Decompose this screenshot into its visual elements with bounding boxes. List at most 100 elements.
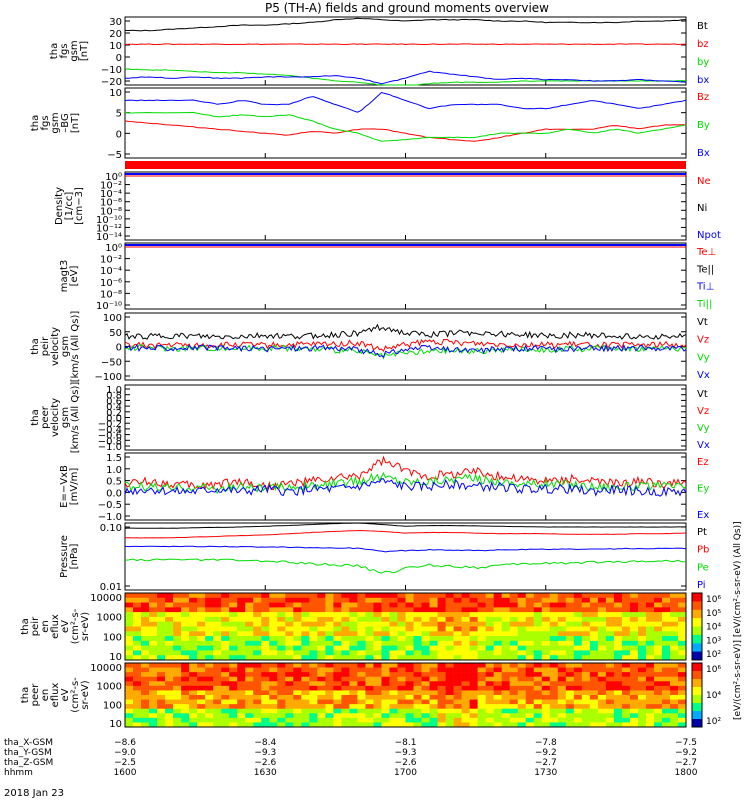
heatmap-cell (661, 699, 671, 705)
heatmap-cell (661, 607, 671, 613)
heatmap-cell (237, 681, 246, 687)
heatmap-cell (389, 602, 398, 608)
heatmap-cell (629, 650, 639, 656)
heatmap-cell (229, 717, 238, 723)
heatmap-cell (629, 612, 639, 618)
heatmap-cell (485, 663, 494, 668)
heatmap-cell (469, 704, 478, 710)
heatmap-cell (141, 655, 150, 661)
heatmap-cell (221, 626, 230, 632)
heatmap-cell (365, 663, 374, 668)
heatmap-cell (261, 650, 270, 656)
heatmap-cell (221, 650, 230, 656)
heatmap-cell (261, 672, 270, 678)
colorbar-swatch (692, 643, 702, 653)
heatmap-cell (269, 667, 278, 673)
heatmap-cell (229, 626, 238, 632)
heatmap-cell (181, 708, 190, 714)
heatmap-cell (645, 685, 655, 691)
heatmap-cell (309, 695, 318, 700)
heatmap-cell (661, 690, 671, 696)
heatmap-cell (669, 704, 679, 710)
heatmap-cell (501, 631, 510, 637)
heatmap-cell (629, 607, 639, 613)
heatmap-cell (237, 645, 246, 651)
heatmap-cell (469, 640, 478, 646)
heatmap-cell (637, 717, 647, 723)
heatmap-cell (581, 607, 591, 613)
heatmap-cell (205, 722, 214, 728)
heatmap-cell (669, 655, 679, 661)
heatmap-cell (589, 667, 599, 673)
heatmap-cell (261, 645, 270, 651)
ylabel-line: [1/cc] (64, 192, 75, 221)
heatmap-cell (565, 695, 575, 700)
heatmap-cell (181, 616, 190, 623)
heatmap-cell (581, 663, 591, 668)
heatmap-cell (677, 713, 687, 719)
heatmap-cell (677, 695, 687, 700)
heatmap-cell (269, 713, 278, 719)
heatmap-cell (269, 612, 278, 618)
heatmap-cell (469, 631, 478, 637)
ytick-label: 1000 (97, 682, 122, 693)
heatmap-cell (309, 621, 318, 627)
heatmap-cell (325, 690, 334, 696)
heatmap-cell (301, 607, 310, 613)
heatmap-cell (189, 636, 198, 642)
heatmap-cell (517, 717, 527, 723)
heatmap-cell (677, 717, 687, 723)
heatmap-cell (373, 681, 382, 687)
heatmap-cell (381, 616, 390, 623)
heatmap-cell (677, 607, 687, 613)
heatmap-cell (389, 655, 398, 661)
ytick-label: 10⁻¹⁰ (96, 215, 122, 226)
heatmap-cell (557, 612, 567, 618)
heatmap-cell (197, 667, 206, 673)
heatmap-cell (493, 672, 502, 678)
heatmap-cell (653, 616, 663, 623)
heatmap-cell (501, 663, 510, 668)
heatmap-cell (253, 681, 262, 687)
heatmap-cell (613, 626, 623, 632)
colorbar-tick-label: 10⁴ (706, 623, 721, 633)
heatmap-cell (429, 663, 438, 668)
heatmap-cell (213, 636, 222, 642)
heatmap-cell (429, 672, 438, 678)
heatmap-cell (125, 676, 134, 682)
heatmap-cell (397, 713, 406, 719)
heatmap-cell (197, 607, 206, 613)
heatmap-cell (413, 690, 422, 696)
heatmap-cell (213, 717, 222, 723)
heatmap-cell (413, 636, 422, 642)
heatmap-cell (645, 602, 655, 608)
ylabel-line: peir (30, 616, 41, 636)
heatmap-cell (581, 612, 591, 618)
heatmap-cell (645, 699, 655, 705)
heatmap-cell (125, 672, 134, 678)
heatmap-cell (645, 597, 655, 603)
heatmap-cell (453, 602, 462, 608)
heatmap-cell (173, 681, 182, 687)
heatmap-cell (573, 626, 583, 632)
heatmap-cell (181, 667, 190, 673)
heatmap-cell (653, 713, 663, 719)
heatmap-cell (653, 650, 663, 656)
heatmap-cell (573, 713, 583, 719)
panel-5: tha peir velocity gsm [km/s (All Qs)] 100500−… (30, 311, 710, 383)
heatmap-cell (413, 672, 422, 678)
heatmap-cell (333, 636, 342, 642)
heatmap-cell (613, 593, 623, 599)
heatmap-cell (309, 717, 318, 723)
heatmap-cell (405, 704, 414, 710)
heatmap-cell (389, 695, 398, 700)
heatmap-cell (533, 621, 543, 627)
ylabel-line: gsm (60, 336, 71, 357)
heatmap-cell (565, 717, 575, 723)
heatmap-cell (549, 681, 559, 687)
date-label: 2018 Jan 23 (4, 788, 64, 799)
heatmap-cell (581, 631, 591, 637)
heatmap-cell (541, 645, 551, 651)
heatmap-cell (189, 667, 198, 673)
heatmap-cell (597, 640, 607, 646)
